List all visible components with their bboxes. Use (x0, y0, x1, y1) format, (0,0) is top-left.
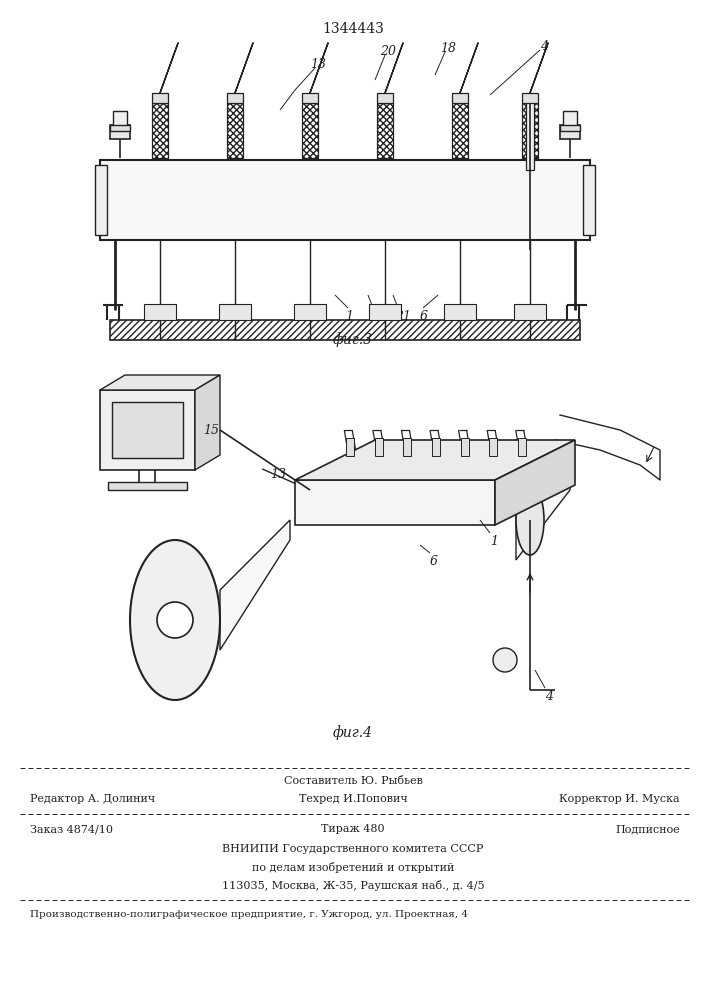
Text: 6: 6 (430, 555, 438, 568)
Bar (563, 111, 577, 127)
Text: ВНИИПИ Государственного комитета СССР: ВНИИПИ Государственного комитета СССР (222, 844, 484, 854)
Bar (518, 438, 526, 456)
Text: 20: 20 (380, 45, 396, 58)
Bar (108, 482, 187, 490)
Text: 11: 11 (370, 310, 386, 323)
Polygon shape (495, 440, 575, 525)
Bar (95, 165, 107, 235)
Text: 113035, Москва, Ж-35, Раушская наб., д. 4/5: 113035, Москва, Ж-35, Раушская наб., д. … (222, 880, 484, 891)
Text: 4: 4 (545, 690, 553, 703)
Ellipse shape (130, 540, 220, 700)
Bar (560, 125, 580, 131)
Polygon shape (295, 440, 575, 480)
Bar (100, 390, 195, 470)
Bar (346, 438, 354, 456)
Text: 15: 15 (203, 424, 219, 436)
Text: по делам изобретений и открытий: по делам изобретений и открытий (252, 862, 454, 873)
Text: Заказ 4874/10: Заказ 4874/10 (30, 824, 113, 834)
Text: Редактор А. Долинич: Редактор А. Долинич (30, 794, 156, 804)
Bar (526, 100, 534, 170)
Bar (152, 103, 168, 158)
Circle shape (157, 602, 193, 638)
Bar (110, 320, 580, 340)
Bar (583, 165, 595, 235)
Polygon shape (100, 375, 220, 390)
Bar (444, 304, 476, 320)
Bar (514, 304, 546, 320)
Bar (404, 438, 411, 456)
Bar (452, 103, 468, 158)
Bar (375, 438, 383, 456)
Text: 13: 13 (310, 58, 326, 71)
Bar (219, 304, 251, 320)
Bar (522, 103, 538, 158)
Text: Производственно-полиграфическое предприятие, г. Ужгород, ул. Проектная, 4: Производственно-полиграфическое предприя… (30, 910, 468, 919)
Text: 13: 13 (270, 468, 286, 481)
Bar (227, 93, 243, 103)
Bar (560, 125, 580, 139)
Bar (489, 438, 497, 456)
Bar (110, 125, 130, 131)
Polygon shape (295, 480, 495, 525)
Text: 1: 1 (490, 535, 498, 548)
Polygon shape (220, 520, 290, 650)
Ellipse shape (516, 485, 544, 555)
Text: 21: 21 (395, 310, 411, 323)
Bar (460, 438, 469, 456)
Text: Техред И.Попович: Техред И.Попович (298, 794, 407, 804)
Circle shape (493, 648, 517, 672)
Bar (100, 160, 590, 240)
Text: 6: 6 (420, 310, 428, 323)
Bar (452, 93, 468, 103)
Ellipse shape (516, 445, 544, 515)
Bar (369, 304, 401, 320)
Bar (302, 93, 318, 103)
Bar (377, 93, 393, 103)
Bar (302, 103, 318, 158)
Bar (110, 125, 130, 139)
Text: фиг.4: фиг.4 (333, 725, 373, 740)
Text: Составитель Ю. Рыбьев: Составитель Ю. Рыбьев (284, 776, 423, 786)
Bar (522, 93, 538, 103)
Polygon shape (195, 375, 220, 470)
Text: Подписное: Подписное (615, 824, 680, 834)
Text: фиг.3: фиг.3 (333, 332, 373, 347)
Text: 4: 4 (540, 40, 548, 53)
Bar (152, 93, 168, 103)
Text: Корректор И. Муска: Корректор И. Муска (559, 794, 680, 804)
Text: 1: 1 (345, 310, 353, 323)
Bar (113, 111, 127, 127)
Text: 1344443: 1344443 (322, 22, 384, 36)
Bar (144, 304, 176, 320)
Text: Тираж 480: Тираж 480 (321, 824, 385, 834)
Text: 18: 18 (440, 42, 456, 55)
Bar (227, 103, 243, 158)
Bar (432, 438, 440, 456)
Bar (377, 103, 393, 158)
Bar (294, 304, 326, 320)
Bar (112, 402, 183, 458)
Polygon shape (516, 440, 570, 560)
